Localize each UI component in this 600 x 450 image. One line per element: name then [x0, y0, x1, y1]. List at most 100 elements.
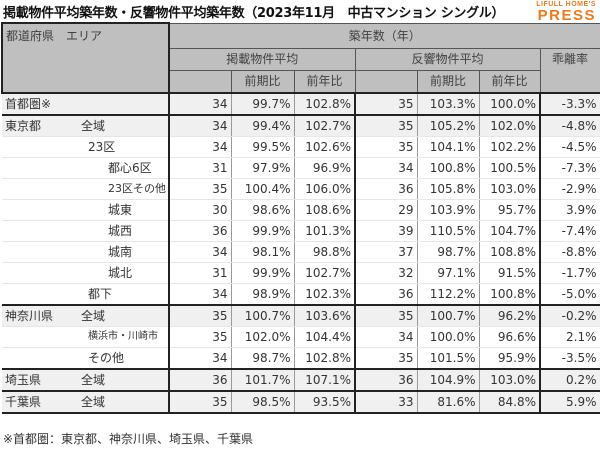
listed-yoy-cell: 102.7% — [293, 262, 356, 284]
response-qoq-cell: 103.3% — [416, 91, 479, 115]
response-age-cell: 34 — [355, 326, 417, 348]
response-yoy-header: 前年比 — [478, 69, 541, 93]
logo-top-text: LIFULL HOME'S — [536, 1, 596, 8]
response-yoy-cell: 96.2% — [478, 303, 541, 327]
response-qoq-cell: 100.7% — [416, 303, 479, 327]
area-cell: 首都圏※ — [2, 91, 170, 115]
table-row: 東京都 全域 34 99.4% 102.7% 35 105.2% 102.0% -… — [2, 113, 600, 137]
response-age-cell: 37 — [355, 241, 417, 263]
response-yoy-cell: 102.0% — [478, 113, 541, 137]
response-age-cell: 35 — [355, 113, 417, 137]
listed-yoy-header: 前年比 — [293, 69, 356, 93]
listed-age-cell: 35 — [169, 178, 231, 200]
listed-yoy-cell: 102.8% — [293, 91, 356, 115]
listed-qoq-cell: 98.7% — [230, 347, 294, 369]
area-cell: 千葉県 全域 — [2, 389, 170, 414]
response-qoq-cell: 105.8% — [416, 178, 479, 200]
response-qoq-cell: 98.7% — [416, 241, 479, 263]
listed-age-cell: 30 — [169, 199, 231, 221]
listed-age-cell: 34 — [169, 113, 231, 137]
response-age-cell: 33 — [355, 389, 417, 414]
divergence-cell: -3.3% — [540, 91, 600, 115]
listed-yoy-cell: 102.3% — [293, 283, 356, 305]
area-cell: 都心6区 — [2, 157, 170, 179]
response-yoy-cell: 103.0% — [478, 178, 541, 200]
response-qoq-cell: 100.8% — [416, 157, 479, 179]
response-yoy-cell: 91.5% — [478, 262, 541, 284]
table-row: その他 34 98.7% 102.8% 35 101.5% 95.9% -3.5… — [2, 347, 600, 369]
building-age-group-header: 築年数（年） — [168, 22, 600, 49]
divergence-cell: 0.2% — [540, 367, 600, 391]
listed-age-cell: 35 — [169, 389, 231, 414]
listed-qoq-cell: 102.0% — [230, 326, 294, 348]
divergence-header: 乖離率 — [539, 47, 600, 93]
listed-yoy-cell: 103.6% — [293, 303, 356, 327]
listed-qoq-cell: 98.1% — [230, 241, 294, 263]
divergence-cell: -7.3% — [540, 157, 600, 179]
table-row: 23区 34 99.5% 102.6% 35 104.1% 102.2% -4.… — [2, 136, 600, 158]
response-age-cell: 32 — [355, 262, 417, 284]
response-yoy-cell: 95.7% — [478, 199, 541, 221]
response-yoy-cell: 108.8% — [478, 241, 541, 263]
response-yoy-cell: 84.8% — [478, 389, 541, 414]
listed-yoy-cell: 102.6% — [293, 136, 356, 158]
listed-age-cell: 31 — [169, 262, 231, 284]
area-cell: 城東 — [2, 199, 170, 221]
listed-qoq-cell: 97.9% — [230, 157, 294, 179]
listed-qoq-cell: 99.9% — [230, 220, 294, 242]
response-age-cell: 36 — [355, 367, 417, 391]
listed-qoq-cell: 98.9% — [230, 283, 294, 305]
response-qoq-cell: 104.9% — [416, 367, 479, 391]
listed-qoq-cell: 98.5% — [230, 389, 294, 414]
table-row: 首都圏※ 34 99.7% 102.8% 35 103.3% 100.0% -3… — [2, 91, 600, 115]
page-title: 掲載物件平均築年数・反響物件平均築年数（2023年11月 中古マンション シング… — [3, 6, 505, 21]
listed-yoy-cell: 96.9% — [293, 157, 356, 179]
table-row: 横浜市・川崎市 35 102.0% 104.4% 34 100.0% 96.6%… — [2, 326, 600, 348]
table-row: 城北 31 99.9% 102.7% 32 97.1% 91.5% -1.7% — [2, 262, 600, 284]
listed-qoq-cell: 99.5% — [230, 136, 294, 158]
response-age-cell: 35 — [355, 303, 417, 327]
table-row: 都心6区 31 97.9% 96.9% 34 100.8% 100.5% -7.… — [2, 157, 600, 179]
listed-qoq-cell: 98.6% — [230, 199, 294, 221]
response-qoq-cell: 104.1% — [416, 136, 479, 158]
response-yoy-cell: 100.0% — [478, 91, 541, 115]
response-value-header — [354, 70, 417, 93]
logo-main-text: PRESS — [537, 7, 596, 24]
response-average-header: 反響物件平均 — [354, 47, 541, 71]
listed-yoy-cell: 106.0% — [293, 178, 356, 200]
area-cell: 横浜市・川崎市 — [2, 326, 170, 348]
area-cell: その他 — [2, 347, 170, 369]
response-yoy-cell: 100.5% — [478, 157, 541, 179]
listed-yoy-cell: 108.6% — [293, 199, 356, 221]
area-column-header: 都道府県 エリア — [1, 22, 170, 94]
divergence-cell: 2.1% — [540, 326, 600, 348]
area-cell: 東京都 全域 — [2, 113, 170, 137]
area-cell: 城西 — [2, 220, 170, 242]
area-cell: 神奈川県 全域 — [2, 303, 170, 327]
divergence-cell: -4.5% — [540, 136, 600, 158]
listed-value-header — [168, 70, 231, 93]
listed-qoq-cell: 100.7% — [230, 303, 294, 327]
building-age-table: 都道府県 エリア 築年数（年） 掲載物件平均 反響物件平均 乖離率 前期比 前年… — [1, 22, 600, 414]
divergence-cell: 3.9% — [540, 199, 600, 221]
response-qoq-cell: 110.5% — [416, 220, 479, 242]
table-row: 都下 34 98.9% 102.3% 36 112.2% 100.8% -5.0… — [2, 283, 600, 305]
listed-age-cell: 36 — [169, 220, 231, 242]
listed-age-cell: 34 — [169, 136, 231, 158]
response-yoy-cell: 95.9% — [478, 347, 541, 369]
response-qoq-cell: 81.6% — [416, 389, 479, 414]
divergence-cell: -1.7% — [540, 262, 600, 284]
response-age-cell: 35 — [355, 347, 417, 369]
listed-qoq-header: 前期比 — [230, 69, 295, 93]
table-row: 神奈川県 全域 35 100.7% 103.6% 35 100.7% 96.2% … — [2, 303, 600, 327]
response-yoy-cell: 103.0% — [478, 367, 541, 391]
listed-age-cell: 36 — [169, 367, 231, 391]
response-age-cell: 39 — [355, 220, 417, 242]
table-row: 城東 30 98.6% 108.6% 29 103.9% 95.7% 3.9% — [2, 199, 600, 221]
divergence-cell: -2.9% — [540, 178, 600, 200]
listed-qoq-cell: 100.4% — [230, 178, 294, 200]
listed-age-cell: 34 — [169, 283, 231, 305]
listed-age-cell: 35 — [169, 303, 231, 327]
listed-qoq-cell: 99.9% — [230, 262, 294, 284]
listed-age-cell: 31 — [169, 157, 231, 179]
